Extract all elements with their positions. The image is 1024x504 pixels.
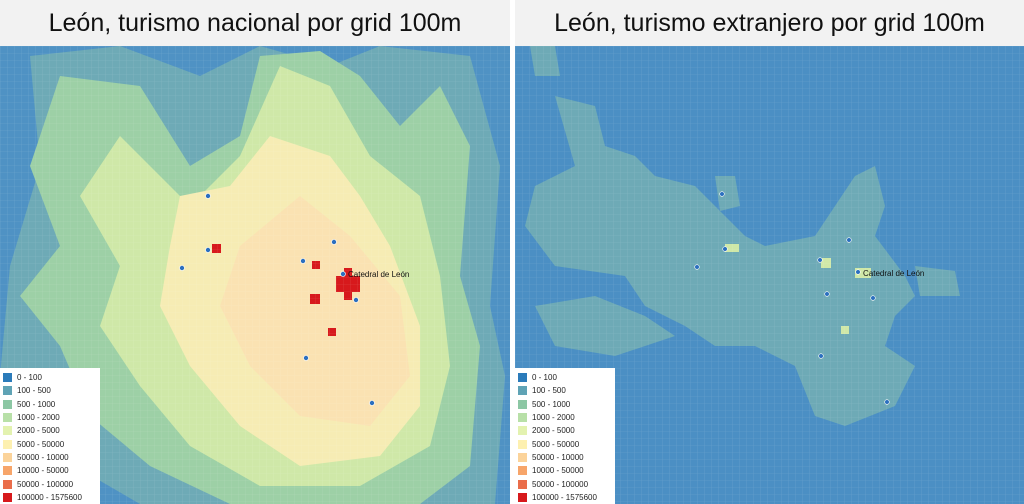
legend-item: 1000 - 2000: [3, 411, 100, 424]
legend-label: 10000 - 50000: [17, 466, 69, 476]
legend-swatch: [3, 452, 12, 462]
legend-label: 100000 - 1575600: [17, 492, 82, 502]
legend-label: 50000 - 100000: [17, 479, 74, 489]
legend: 0 - 100 100 - 500 500 - 1000 1000 - 2000 200…: [0, 368, 100, 504]
legend-item: 50000 - 10000: [518, 451, 615, 464]
legend: 0 - 100 100 - 500 500 - 1000 1000 - 2000 200…: [515, 368, 615, 504]
legend-item: 1000 - 2000: [518, 411, 615, 424]
legend-swatch: [518, 439, 527, 449]
legend-item: 10000 - 50000: [3, 464, 100, 477]
legend-label: 2000 - 5000: [17, 426, 60, 436]
map-panel: León, turismo extranjero por grid 100m C…: [515, 0, 1024, 504]
legend-label: 10000 - 50000: [532, 466, 584, 476]
legend-swatch: [3, 466, 12, 476]
legend-swatch: [3, 426, 12, 436]
legend-swatch: [3, 399, 12, 409]
legend-swatch: [518, 466, 527, 476]
legend-swatch: [518, 386, 527, 396]
legend-label: 50000 - 10000: [17, 452, 69, 462]
legend-swatch: [3, 439, 12, 449]
legend-item: 500 - 1000: [3, 398, 100, 411]
legend-swatch: [3, 386, 12, 396]
legend-swatch: [3, 373, 12, 383]
legend-swatch: [518, 452, 527, 462]
legend-swatch: [3, 413, 12, 423]
legend-label: 50000 - 100000: [532, 479, 589, 489]
legend-label: 0 - 100: [532, 373, 557, 383]
legend-label: 100 - 500: [532, 386, 566, 396]
legend-label: 500 - 1000: [17, 399, 56, 409]
map-title: León, turismo extranjero por grid 100m: [515, 0, 1024, 46]
legend-label: 1000 - 2000: [17, 413, 60, 423]
map-panel: León, turismo nacional por grid 100m Cat…: [0, 0, 510, 504]
legend-label: 50000 - 10000: [532, 452, 584, 462]
legend-item: 5000 - 50000: [3, 438, 100, 451]
legend-item: 2000 - 5000: [3, 424, 100, 437]
legend-item: 5000 - 50000: [518, 438, 615, 451]
legend-label: 5000 - 50000: [17, 439, 65, 449]
legend-label: 100 - 500: [17, 386, 51, 396]
legend-item: 2000 - 5000: [518, 424, 615, 437]
legend-item: 10000 - 50000: [518, 464, 615, 477]
legend-swatch: [518, 479, 527, 489]
points: [694, 191, 890, 405]
poi-label: Catedral de León: [863, 269, 924, 278]
legend-item: 100000 - 1575600: [518, 491, 615, 504]
legend-swatch: [3, 479, 12, 489]
map: Catedral de León: [0, 46, 510, 504]
legend-swatch: [518, 373, 527, 383]
poi-label: Catedral de León: [348, 270, 409, 279]
legend-swatch: [3, 492, 12, 502]
legend-swatch: [518, 413, 527, 423]
legend-item: 50000 - 10000: [3, 451, 100, 464]
legend-item: 50000 - 100000: [518, 477, 615, 490]
legend-label: 500 - 1000: [532, 399, 571, 409]
map: Catedral de León: [515, 46, 1024, 504]
legend-swatch: [518, 492, 527, 502]
legend-item: 500 - 1000: [518, 398, 615, 411]
legend-item: 100 - 500: [3, 384, 100, 397]
legend-swatch: [518, 399, 527, 409]
legend-label: 5000 - 50000: [532, 439, 580, 449]
legend-label: 100000 - 1575600: [532, 492, 597, 502]
legend-item: 100 - 500: [518, 384, 615, 397]
legend-item: 0 - 100: [518, 371, 615, 384]
legend-label: 2000 - 5000: [532, 426, 575, 436]
legend-item: 50000 - 100000: [3, 477, 100, 490]
map-title: León, turismo nacional por grid 100m: [0, 0, 510, 46]
legend-swatch: [518, 426, 527, 436]
legend-label: 0 - 100: [17, 373, 42, 383]
legend-item: 100000 - 1575600: [3, 491, 100, 504]
points: [179, 193, 375, 406]
legend-label: 1000 - 2000: [532, 413, 575, 423]
legend-item: 0 - 100: [3, 371, 100, 384]
